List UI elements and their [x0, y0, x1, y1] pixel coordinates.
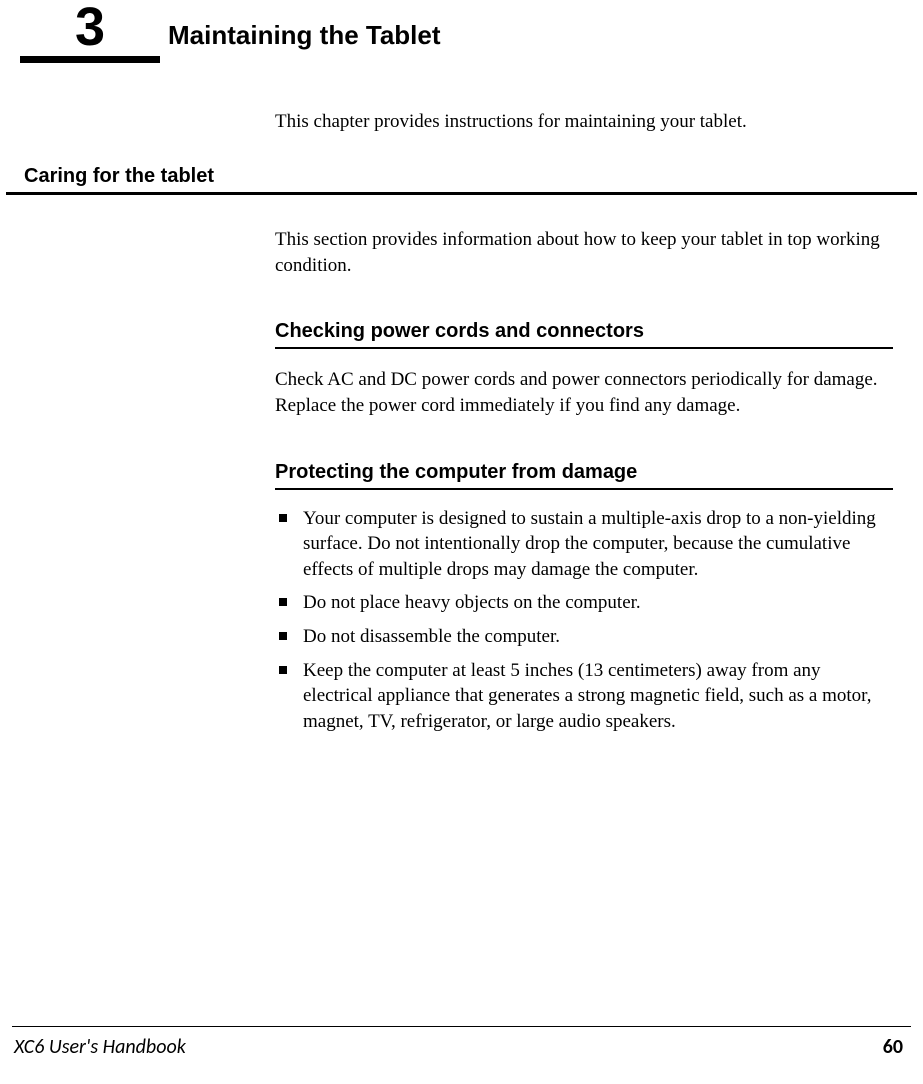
section-heading: Caring for the tablet: [24, 165, 923, 192]
sub1-body: Check AC and DC power cords and power co…: [275, 367, 893, 418]
chapter-header: 3 Maintaining the Tablet: [0, 0, 923, 63]
content-column-2: This section provides information about …: [275, 227, 893, 735]
footer-book-title: XC6 User's Handbook: [14, 1035, 186, 1059]
subheading-rule-1: [275, 347, 893, 349]
section-body: This section provides information about …: [275, 227, 893, 278]
list-item: Keep the computer at least 5 inches (13 …: [275, 658, 893, 735]
page-number: 60: [883, 1035, 903, 1059]
page: 3 Maintaining the Tablet This chapter pr…: [0, 0, 923, 1084]
list-item: Do not place heavy objects on the comput…: [275, 590, 893, 616]
bullet-list: Your computer is designed to sustain a m…: [275, 506, 893, 735]
subheading-rule-2: [275, 488, 893, 490]
section-rule: [6, 192, 917, 195]
section-heading-band: Caring for the tablet: [0, 165, 923, 195]
chapter-title: Maintaining the Tablet: [168, 20, 441, 51]
content-column: This chapter provides instructions for m…: [275, 111, 893, 133]
footer-row: XC6 User's Handbook 60: [12, 1035, 911, 1059]
subheading-power-cords: Checking power cords and connectors: [275, 320, 893, 347]
list-item: Do not disassemble the computer.: [275, 624, 893, 650]
page-footer: XC6 User's Handbook 60: [12, 1026, 911, 1060]
chapter-intro: This chapter provides instructions for m…: [275, 111, 893, 133]
footer-rule: [12, 1026, 911, 1028]
list-item: Your computer is designed to sustain a m…: [275, 506, 893, 583]
chapter-number-underline: [20, 56, 160, 63]
chapter-number: 3: [20, 0, 160, 56]
subheading-protecting: Protecting the computer from damage: [275, 461, 893, 488]
chapter-number-block: 3: [20, 0, 160, 63]
